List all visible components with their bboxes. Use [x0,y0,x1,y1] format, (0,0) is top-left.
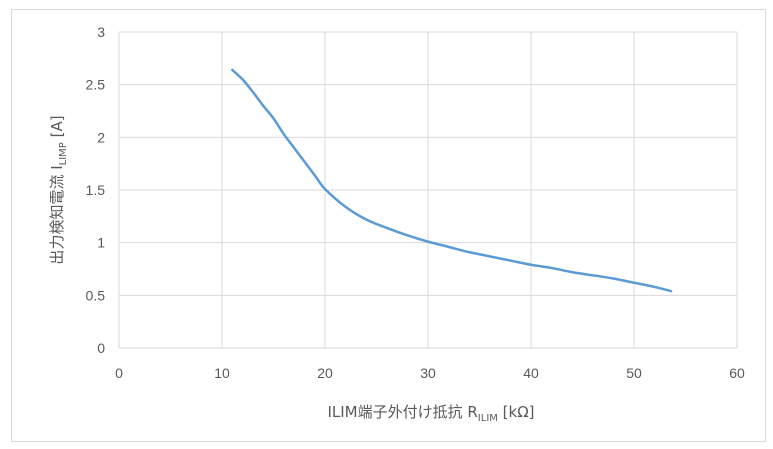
x-tick-labels: 0 10 20 30 40 50 60 [115,365,745,381]
x-axis-title: ILIM端子外付け抵抗 RILIM [kΩ] [327,403,534,424]
y-tick-labels: 0 0.5 1 1.5 2 2.5 3 [86,24,106,356]
y-axis-title: 出力検知電流 ILIMP [A] [48,115,69,264]
x-tick-label: 40 [523,365,539,381]
x-tick-label: 0 [115,365,123,381]
x-tick-label: 10 [214,365,230,381]
x-tick-label: 20 [317,365,333,381]
series-line [231,68,673,293]
y-tick-label: 1.5 [86,182,106,198]
y-tick-label: 2 [97,129,105,145]
series-group [231,68,673,293]
y-tick-label: 2.5 [86,77,106,93]
y-tick-label: 3 [97,24,105,40]
y-tick-label: 0.5 [86,287,106,303]
gridlines [118,31,738,349]
x-tick-label: 50 [626,365,642,381]
x-tick-label: 60 [729,365,745,381]
y-tick-label: 0 [97,340,105,356]
chart-frame [11,9,766,442]
y-tick-label: 1 [97,235,105,251]
x-tick-label: 30 [420,365,436,381]
